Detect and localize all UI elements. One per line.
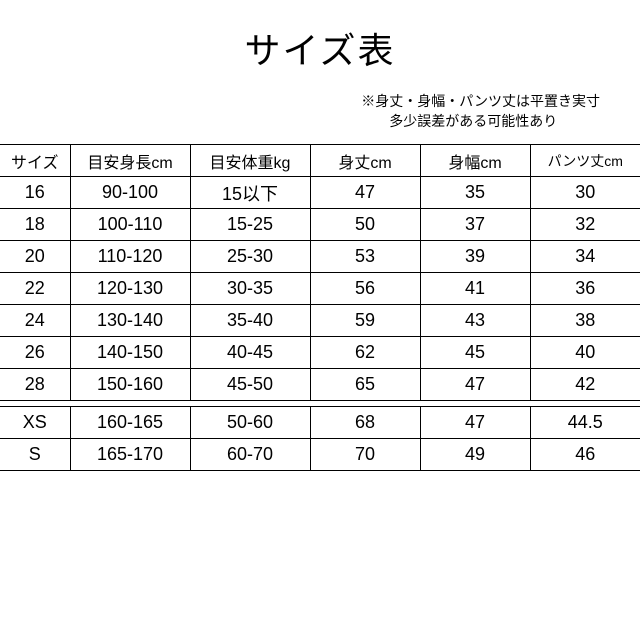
col-size: サイズ	[0, 145, 70, 177]
table-header-row: サイズ 目安身長cm 目安体重kg 身丈cm 身幅cm パンツ丈cm	[0, 145, 640, 177]
col-height: 目安身長cm	[70, 145, 190, 177]
table-row: 28 150-160 45-50 65 47 42	[0, 369, 640, 401]
table-row: 18 100-110 15-25 50 37 32	[0, 209, 640, 241]
table-row: 26 140-150 40-45 62 45 40	[0, 337, 640, 369]
size-table: サイズ 目安身長cm 目安体重kg 身丈cm 身幅cm パンツ丈cm 16 90…	[0, 144, 640, 471]
table-row: 20 110-120 25-30 53 39 34	[0, 241, 640, 273]
col-width: 身幅cm	[420, 145, 530, 177]
col-length: 身丈cm	[310, 145, 420, 177]
col-weight: 目安体重kg	[190, 145, 310, 177]
note-line-2: 多少誤差がある可能性あり	[361, 112, 600, 132]
table-row: 16 90-100 15以下 47 35 30	[0, 177, 640, 209]
table-body: 16 90-100 15以下 47 35 30 18 100-110 15-25…	[0, 177, 640, 471]
table-row: XS 160-165 50-60 68 47 44.5	[0, 407, 640, 439]
page-title: サイズ表	[0, 0, 640, 74]
table-row: 22 120-130 30-35 56 41 36	[0, 273, 640, 305]
col-pants: パンツ丈cm	[530, 145, 640, 177]
table-row: S 165-170 60-70 70 49 46	[0, 439, 640, 471]
measurement-note: ※身丈・身幅・パンツ丈は平置き実寸 多少誤差がある可能性あり	[361, 92, 600, 131]
table-row: 24 130-140 35-40 59 43 38	[0, 305, 640, 337]
note-line-1: ※身丈・身幅・パンツ丈は平置き実寸	[361, 92, 600, 112]
